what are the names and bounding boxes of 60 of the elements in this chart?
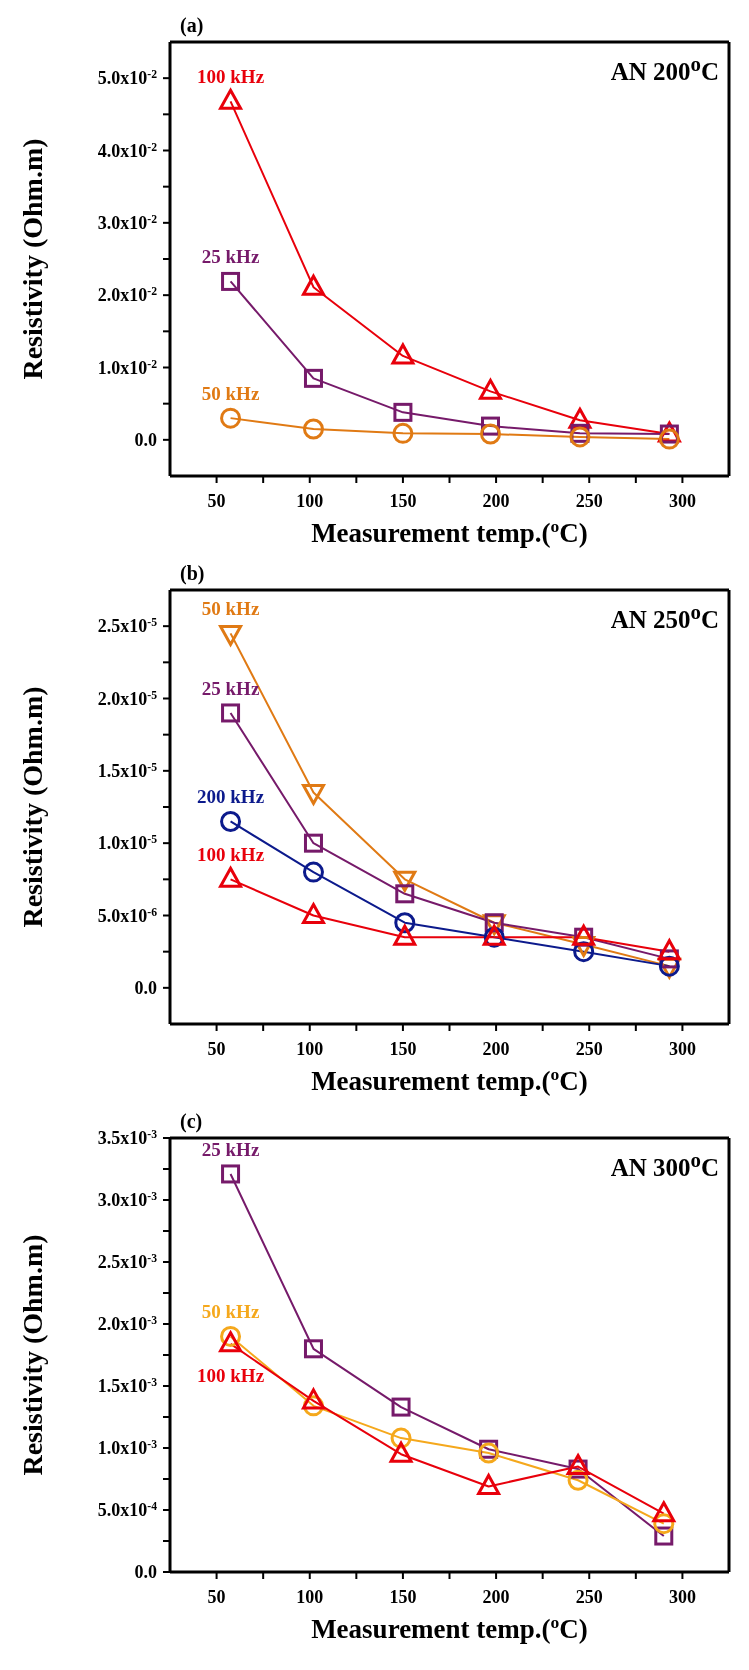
text: AN 250$^{o}$C <box>610 600 719 635</box>
x-tick-label: 250 <box>575 1039 603 1059</box>
y-tick-label: 3.5x10$^{-3}$ <box>97 1127 158 1148</box>
y-tick-label: 0.0 <box>134 977 157 998</box>
y-tick-label: 0.0 <box>134 1562 157 1582</box>
y-tick-label: 3.0x10$^{-2}$ <box>97 212 158 233</box>
x-tick-label: 100 <box>296 1587 324 1607</box>
x-tick-label: 200 <box>482 491 510 511</box>
y-tick-label: 3.0x10$^{-3}$ <box>97 1189 158 1210</box>
x-tick-label: 300 <box>668 491 696 511</box>
series-label: 100 kHz <box>197 844 265 866</box>
series-label: 25 kHz <box>201 246 260 268</box>
series-label: 50 kHz <box>201 383 260 405</box>
x-axis-title: Measurement temp.($^{o}$C) <box>311 1064 588 1096</box>
text: (c) <box>180 1110 203 1133</box>
y-tick-label: 2.5x10$^{-5}$ <box>97 615 158 637</box>
series-label: 50 kHz <box>201 1301 260 1323</box>
series-label: 50 kHz <box>201 598 260 620</box>
y-axis-title: Resistivity (Ohm.m) <box>17 138 48 380</box>
x-tick-label: 100 <box>296 1039 324 1059</box>
y-tick-label: 1.0x10$^{-3}$ <box>97 1437 158 1458</box>
y-tick-label: 2.0x10$^{-3}$ <box>97 1313 158 1334</box>
x-axis-title: Measurement temp.($^{o}$C) <box>311 516 588 548</box>
x-tick-label: 150 <box>389 1587 417 1607</box>
y-axis-title: Resistivity (Ohm.m) <box>17 686 48 928</box>
text: (b) <box>180 562 205 585</box>
series-label: 25 kHz <box>201 1138 260 1160</box>
x-tick-label: 200 <box>482 1039 510 1059</box>
y-tick-label: 2.5x10$^{-3}$ <box>97 1251 158 1272</box>
series-label: 200 kHz <box>197 786 265 808</box>
x-tick-label: 300 <box>668 1039 696 1059</box>
text: AN 300$^{o}$C <box>610 1148 719 1183</box>
text: (a) <box>180 14 204 37</box>
series-label: 100 kHz <box>197 1364 265 1386</box>
series-label: 25 kHz <box>201 677 260 699</box>
y-tick-label: 2.0x10$^{-5}$ <box>97 688 158 709</box>
x-tick-label: 150 <box>389 1039 417 1059</box>
y-tick-label: 1.5x10$^{-3}$ <box>97 1375 158 1396</box>
y-tick-label: 5.0x10$^{-6}$ <box>97 905 158 926</box>
y-axis-title: Resistivity (Ohm.m) <box>17 1234 48 1476</box>
x-tick-label: 300 <box>668 1587 696 1607</box>
y-tick-label: 1.0x10$^{-2}$ <box>97 357 158 378</box>
text: AN 200$^{o}$C <box>610 52 719 87</box>
y-tick-label: 5.0x10$^{-4}$ <box>97 1499 158 1520</box>
y-tick-label: 1.0x10$^{-5}$ <box>97 832 158 854</box>
x-axis-title: Measurement temp.($^{o}$C) <box>311 1612 588 1644</box>
x-tick-label: 250 <box>575 1587 603 1607</box>
x-tick-label: 100 <box>296 491 324 511</box>
x-tick-label: 50 <box>207 1587 226 1607</box>
y-tick-label: 1.5x10$^{-5}$ <box>97 760 158 781</box>
x-tick-label: 200 <box>482 1587 510 1607</box>
y-tick-label: 0.0 <box>134 429 157 450</box>
x-tick-label: 50 <box>207 491 226 511</box>
x-tick-label: 50 <box>207 1039 226 1059</box>
series-label: 100 kHz <box>197 66 265 88</box>
y-tick-label: 2.0x10$^{-2}$ <box>97 284 158 306</box>
y-tick-label: 5.0x10$^{-2}$ <box>97 67 158 89</box>
x-tick-label: 250 <box>575 491 603 511</box>
x-tick-label: 150 <box>389 491 417 511</box>
y-tick-label: 4.0x10$^{-2}$ <box>97 140 158 161</box>
